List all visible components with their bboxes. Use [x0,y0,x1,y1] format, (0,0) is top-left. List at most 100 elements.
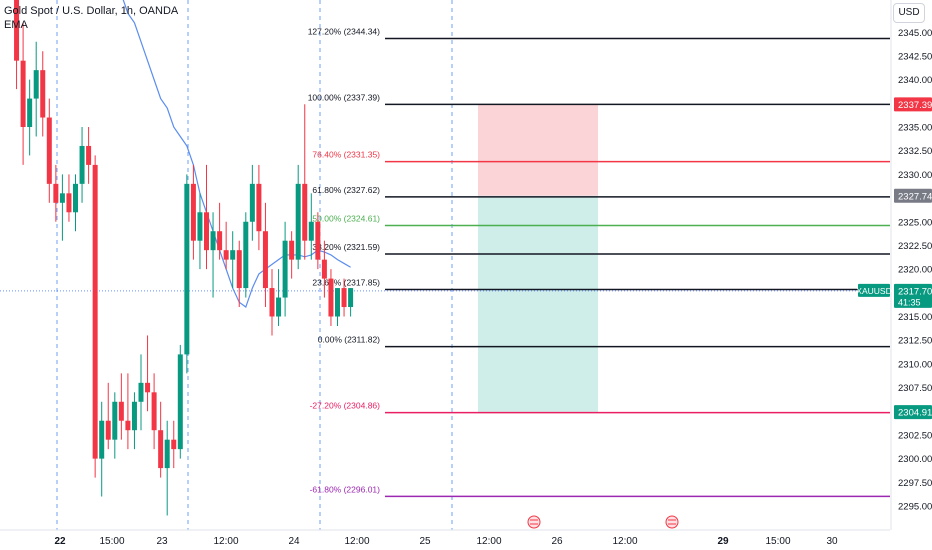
candle-body[interactable] [269,288,275,317]
candle-body[interactable] [125,420,131,431]
time-tick-label: 12:00 [344,536,369,547]
candle-body[interactable] [66,193,72,213]
fib-level-label: 23.60% (2317.85) [312,277,380,287]
candle-body[interactable] [308,221,314,241]
candle-body[interactable] [295,183,301,260]
candle-body[interactable] [73,183,78,213]
candle-body[interactable] [53,183,59,203]
symbol-title: Gold Spot / U.S. Dollar, 1h, OANDA [4,5,179,17]
time-tick-label: 26 [551,536,563,547]
price-tick-label: 2345.00 [898,28,932,39]
time-tick-label: 30 [826,536,838,547]
candle-body[interactable] [302,183,308,241]
price-tick-label: 2300.00 [898,454,932,465]
price-axis-marker-label: 2304.91 [898,408,932,419]
candle-body[interactable] [27,98,33,127]
symbol-tag [858,283,890,297]
candle-body[interactable] [335,288,340,317]
candle-body[interactable] [164,439,170,469]
candle-body[interactable] [282,240,288,298]
candle-body[interactable] [14,0,20,61]
indicator-label: EMA [4,19,28,31]
candle-body[interactable] [289,240,295,260]
candle-body[interactable] [341,288,347,308]
candle-body[interactable] [105,420,111,440]
position-zones [478,104,598,413]
candle-body[interactable] [131,401,137,431]
candle-body[interactable] [99,420,105,459]
time-tick-label: 12:00 [612,536,637,547]
candle-body[interactable] [151,392,157,431]
candle-body[interactable] [217,231,223,251]
price-tick-label: 2342.50 [898,51,932,62]
candle-body[interactable] [158,430,164,469]
candle-body[interactable] [86,145,92,165]
candle-body[interactable] [46,117,52,184]
candle-body[interactable] [177,354,183,450]
candle-body[interactable] [321,259,327,279]
price-tick-label: 2325.00 [898,217,932,228]
event-icon-circle [665,515,679,529]
fib-level-label: 100.00% (2337.39) [308,92,380,102]
fib-level-label: -27.20% (2304.86) [310,401,381,411]
time-tick-label: 29 [717,536,729,547]
candle-body[interactable] [184,183,190,355]
candle-body[interactable] [112,401,118,440]
fib-level-label: 0.00% (2311.82) [318,335,380,345]
candle-body[interactable] [223,250,229,260]
time-tick-label: 12:00 [476,536,501,547]
time-tick-label: 15:00 [765,536,790,547]
candle-body[interactable] [262,231,268,289]
fib-level-label: 127.20% (2344.34) [308,27,380,37]
current-price-value: 2317.70 [898,286,932,297]
time-tick-label: 22 [54,536,66,547]
candle-body[interactable] [210,231,216,251]
candle-body[interactable] [243,221,249,289]
time-tick-label: 23 [156,536,168,547]
fib-level-label: -61.80% (2296.01) [310,484,381,494]
candle-body[interactable] [92,164,98,459]
candle-body[interactable] [315,221,321,260]
candle-body[interactable] [236,250,242,289]
ema-line [122,0,351,308]
candle-body[interactable] [197,212,203,241]
fib-level-label: 50.00% (2324.61) [312,213,380,223]
price-tick-label: 2307.50 [898,383,932,394]
price-axis-marker [894,188,932,203]
time-tick-label: 12:00 [213,536,238,547]
candle-body[interactable] [276,297,282,317]
price-tick-label: 2315.00 [898,312,932,323]
candle-body[interactable] [118,401,124,421]
candle-body[interactable] [348,288,354,308]
candle-body[interactable] [79,145,85,184]
us-flag-event-icon[interactable] [527,515,541,529]
candle-body[interactable] [256,183,262,232]
candle-body[interactable] [138,382,144,402]
candle-body[interactable] [20,60,26,127]
candle-body[interactable] [249,183,255,222]
chart-legend: Gold Spot / U.S. Dollar, 1h, OANDA EMA [4,4,178,32]
candle-body[interactable] [190,183,196,241]
price-tick-label: 2332.50 [898,146,932,157]
candle-body[interactable] [40,70,46,118]
price-tick-label: 2322.50 [898,241,932,252]
stop-loss-zone[interactable] [478,104,598,196]
candle-body[interactable] [145,382,151,393]
candle-body[interactable] [328,278,334,317]
candle-body[interactable] [59,193,65,203]
symbol-tag-label: XAUUSD [856,286,891,296]
candle-body[interactable] [230,250,236,260]
current-price-marker [894,283,932,308]
price-tick-label: 2297.50 [898,478,932,489]
price-tick-label: 2295.00 [898,502,932,513]
take-profit-zone[interactable] [478,195,598,413]
us-flag-event-icon[interactable] [665,515,679,529]
price-axis-marker-label: 2327.74 [898,191,932,202]
candle-body[interactable] [171,439,177,450]
time-tick-label: 24 [288,536,300,547]
currency-button[interactable]: USD [893,3,925,23]
candle-body[interactable] [33,70,39,99]
candle-body[interactable] [204,212,209,251]
bar-countdown: 41:35 [898,297,921,307]
